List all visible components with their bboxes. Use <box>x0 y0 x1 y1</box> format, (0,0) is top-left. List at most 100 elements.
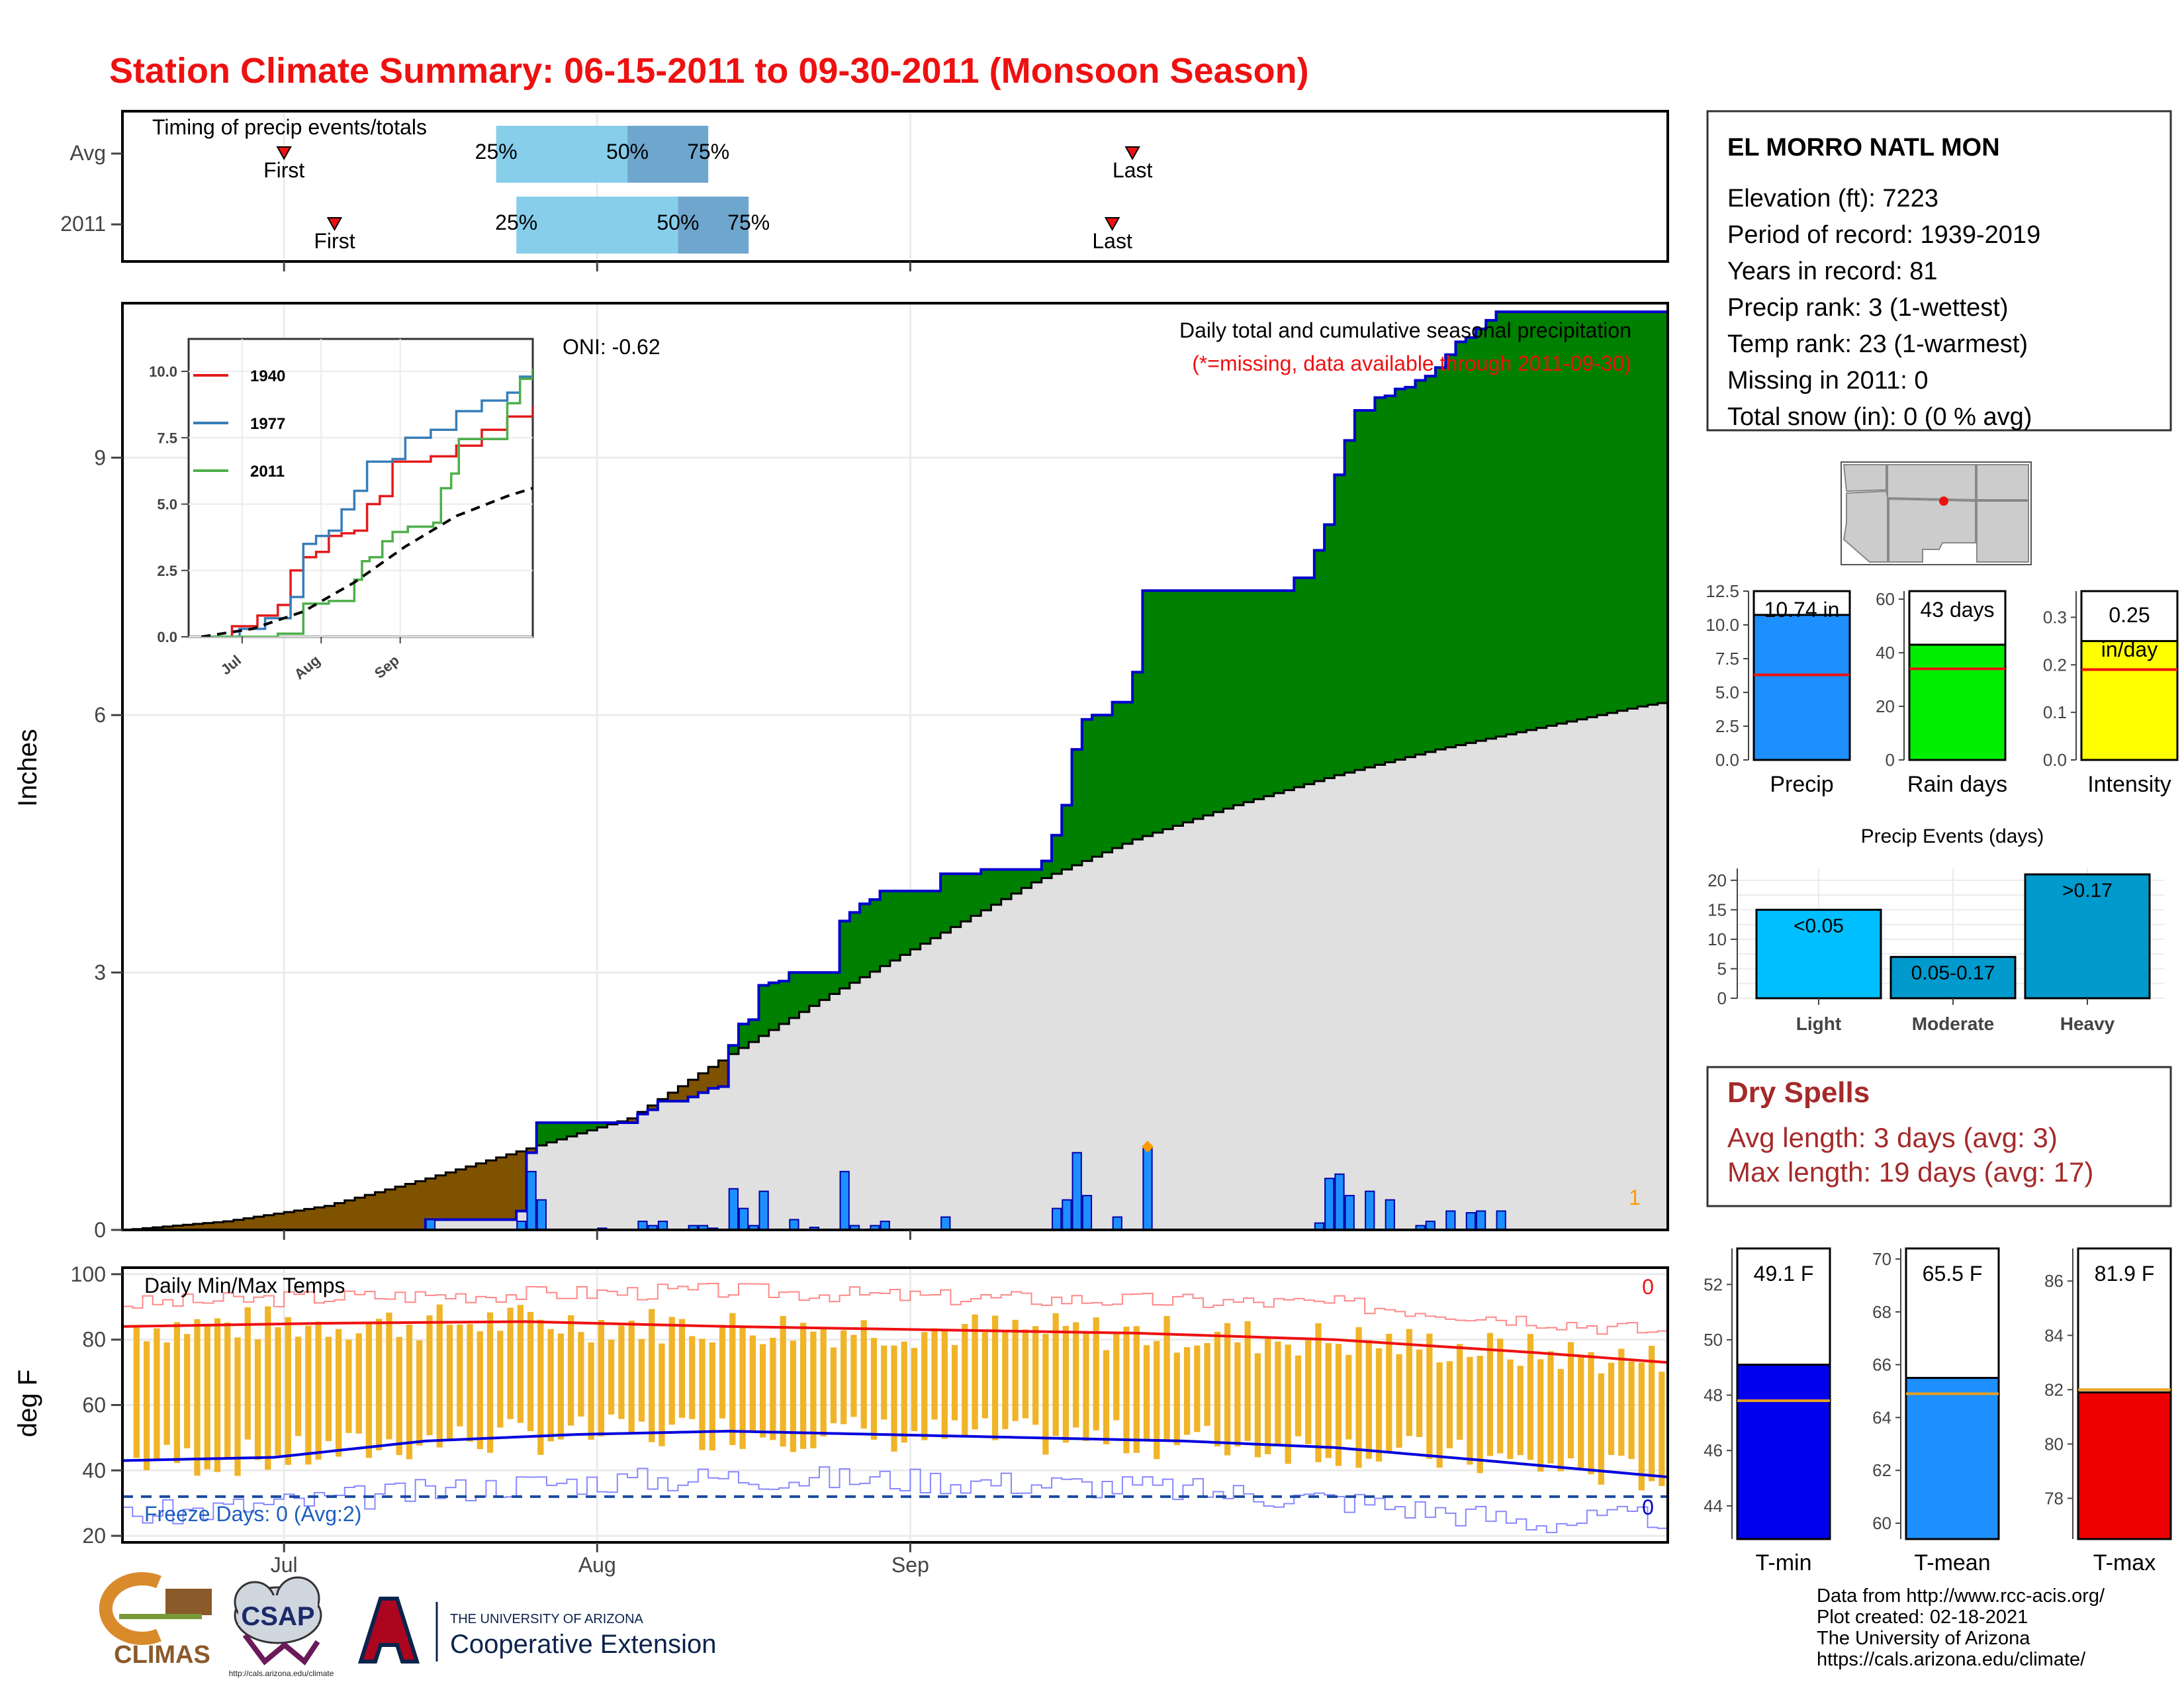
daily-temp-bar <box>1062 1326 1069 1443</box>
precip-tick-label: 0 <box>94 1218 106 1242</box>
daily-temp-bar <box>649 1309 655 1442</box>
daily-precip-bar <box>1062 1199 1072 1231</box>
daily-precip-bar <box>1445 1210 1456 1231</box>
daily-temp-bar <box>1275 1341 1281 1445</box>
precip-events-title: Precip Events (days) <box>1861 825 2044 847</box>
daily-temp-bar <box>1265 1338 1271 1454</box>
timing-row-2011-label: 2011 <box>60 212 106 236</box>
credits: Data from http://www.rcc-acis.org/ Plot … <box>1817 1585 2105 1670</box>
daily-temp-bar <box>830 1347 837 1424</box>
daily-temp-bar <box>305 1325 312 1465</box>
daily-temp-bar <box>1457 1344 1463 1440</box>
record-tmin-line <box>122 1466 1668 1534</box>
daily-temp-bar <box>689 1336 696 1419</box>
daily-temp-bar <box>204 1325 210 1470</box>
first-event-label: First <box>314 229 355 253</box>
info-precip-rank: Precip rank: 3 (1-wettest) <box>1727 294 2008 322</box>
daily-temp-bar <box>1113 1334 1120 1421</box>
temp-summary-tick-label: 60 <box>1872 1513 1891 1533</box>
daily-precip-bar <box>1071 1152 1082 1231</box>
daily-temp-bar <box>1163 1316 1170 1440</box>
daily-temp-bar <box>144 1341 150 1471</box>
dry-spells-title: Dry Spells <box>1727 1076 1870 1109</box>
daily-precip-bar <box>789 1219 799 1231</box>
temp-tick-label: 60 <box>82 1393 106 1417</box>
daily-temp-bar <box>1133 1326 1140 1453</box>
daily-temp-bar <box>850 1335 857 1417</box>
daily-precip-bar <box>1496 1210 1506 1231</box>
daily-temp-bar <box>911 1348 918 1432</box>
daily-temp-bar <box>537 1319 544 1455</box>
events-category-label: Light <box>1796 1013 1841 1034</box>
info-snow: Total snow (in): 0 (0 % avg) <box>1727 403 2032 431</box>
observed-cumulative-line <box>122 308 1669 1231</box>
temp-summary-name: T-min <box>1756 1550 1812 1575</box>
daily-temp-bar <box>860 1320 867 1429</box>
daily-temp-bar <box>800 1323 807 1449</box>
daily-temp-bar <box>517 1305 523 1423</box>
events-tick-label: 0 <box>1717 988 1727 1008</box>
temp-summary-name: T-mean <box>1914 1550 1990 1575</box>
daily-temp-bar <box>820 1329 827 1437</box>
temp-summary-tick-label: 84 <box>2044 1325 2064 1345</box>
temp-summary-tick-label: 50 <box>1704 1330 1723 1350</box>
temp-summary-bar-T-min <box>1736 1364 1831 1540</box>
temp-tick-label: 20 <box>82 1524 106 1548</box>
freeze-label: Freeze Days: 0 (Avg:2) <box>144 1502 361 1526</box>
daily-temp-bar <box>608 1339 615 1415</box>
daily-temp-bar <box>1002 1331 1009 1429</box>
daily-temp-bar <box>1173 1352 1180 1446</box>
daily-precip-bar <box>425 1219 436 1231</box>
quartile-50-label: 50% <box>606 140 649 164</box>
daily-temp-bar <box>1224 1323 1231 1456</box>
daily-temp-bar <box>365 1324 373 1458</box>
summary-bar-Intensity <box>2080 639 2179 761</box>
info-missing: Missing in 2011: 0 <box>1727 367 1928 395</box>
daily-precip-bar <box>1052 1207 1062 1231</box>
daily-temp-bar <box>1426 1333 1433 1459</box>
daily-temp-bar <box>1557 1369 1564 1472</box>
daily-temp-bar <box>1123 1327 1130 1454</box>
daily-temp-bar <box>1052 1313 1059 1436</box>
daily-temp-bar <box>1486 1333 1494 1456</box>
last-event-label: Last <box>1113 158 1153 182</box>
page-title: Station Climate Summary: 06-15-2011 to 0… <box>109 51 1309 91</box>
daily-temp-bar <box>981 1332 988 1419</box>
daily-temp-bar <box>436 1304 443 1448</box>
daily-temp-bar <box>234 1337 241 1476</box>
precip-tick-label: 3 <box>94 961 106 984</box>
temp-summary-tick-label: 48 <box>1704 1385 1723 1405</box>
daily-temp-bar <box>870 1338 878 1440</box>
info-temp-rank: Temp rank: 23 (1-warmest) <box>1727 330 2028 358</box>
temp-summary-value: 65.5 F <box>1923 1262 1983 1286</box>
daily-precip-bar <box>536 1199 547 1231</box>
daily-temp-bar <box>477 1331 483 1450</box>
ua-big-text: Cooperative Extension <box>450 1630 716 1659</box>
temp-summary-tick-label: 62 <box>1872 1460 1891 1480</box>
daily-temp-bar <box>991 1315 999 1440</box>
daily-temp-bar <box>1567 1342 1574 1459</box>
daily-temp-bar <box>598 1320 605 1436</box>
daily-temp-bar <box>1578 1354 1584 1468</box>
quartile-75-label: 75% <box>687 140 729 164</box>
last-event-label: Last <box>1092 229 1132 253</box>
daily-temp-bar <box>184 1334 191 1448</box>
summary-bar-Rain days <box>1908 643 2007 761</box>
inset-legend-label: 2011 <box>250 463 285 481</box>
daily-temp-bar <box>486 1312 494 1453</box>
daily-temp-bar <box>1467 1356 1473 1465</box>
daily-temp-bar <box>224 1322 231 1459</box>
climas-logo-text: CLIMAS <box>114 1641 210 1669</box>
daily-temp-bar <box>457 1325 463 1427</box>
inset-series-2011 <box>201 369 533 637</box>
first-event-label: First <box>263 158 304 182</box>
temp-summary-tick-label: 86 <box>2044 1271 2064 1291</box>
info-elevation: Elevation (ft): 7223 <box>1727 185 1938 212</box>
daily-temp-bar <box>1325 1342 1332 1458</box>
daily-temp-bar <box>1659 1372 1665 1487</box>
daily-temp-bar <box>1638 1362 1645 1491</box>
summary-tick-label: 0.3 <box>2043 608 2067 628</box>
daily-temp-bar <box>194 1319 201 1476</box>
daily-temp-bar <box>325 1336 332 1442</box>
temp-tick-label: 100 <box>71 1262 106 1286</box>
